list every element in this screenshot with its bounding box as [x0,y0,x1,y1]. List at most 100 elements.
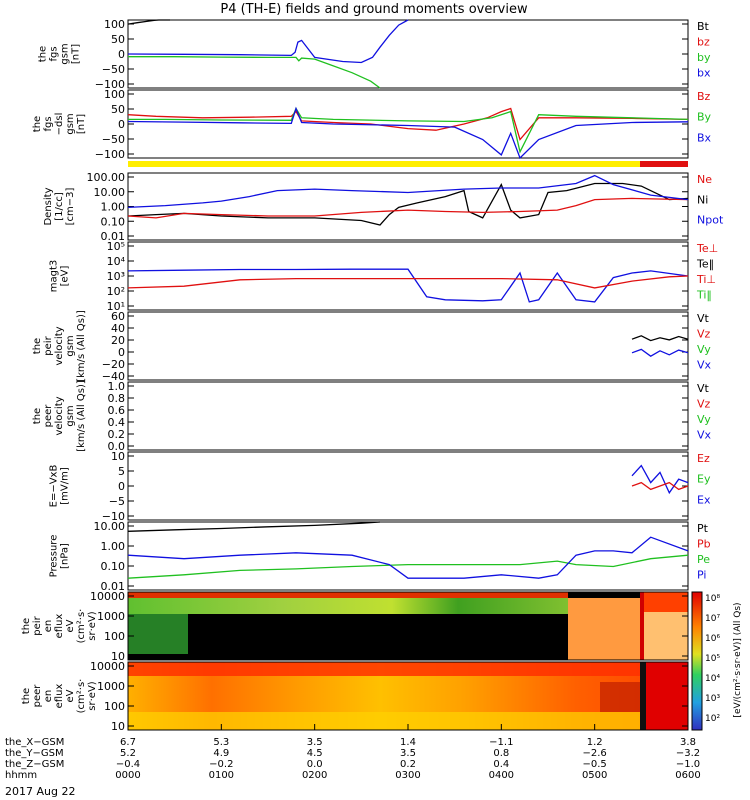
series-line-Bx [127,106,689,160]
y-axis-label: eV [65,689,76,702]
status-bar-yellow [128,161,640,167]
y-tick-label: 100.00 [87,171,126,184]
y-tick-label: 0.10 [101,560,126,573]
x-row-label: hhmm [5,770,37,781]
series-line-Pe [127,554,689,579]
y-axis-label: the [32,116,43,132]
colorbar-tick-label: 10⁴ [705,674,720,684]
series-line-Vx [631,348,689,357]
heatmap-stripe-dark [640,662,646,730]
y-tick-label: 40 [111,322,125,335]
y-axis-label: Density [43,187,54,225]
x-tick-label: 0.8 [493,748,509,759]
x-row-label: the_Y−GSM [5,748,64,759]
x-tick-label: 0300 [395,770,420,781]
y-axis-label: −dsl [54,113,65,136]
x-tick-label: 0000 [115,770,140,781]
y-axis-label: E=−VxB [49,465,60,508]
heatmap-band-left [128,614,188,654]
legend-entry: Vy [697,343,711,356]
series-line-Ne [127,197,689,219]
y-tick-label: −50 [102,63,125,76]
colorbar: 10⁸ 10⁷ 10⁶ 10⁵ 10⁴ 10³ 10² [eV/(cm²·s·sr·eV)] … [691,591,743,731]
y-axis-label: [nPa] [60,543,71,569]
y-tick-label: 10.00 [94,520,126,533]
x-tick-label: 0400 [489,770,514,781]
panel-temperature: 10⁵ 10⁴ 10³ 10² 10¹ magt3 [eV] Te⊥ Te‖ Ti⊥ Ti‖ [49,240,719,313]
x-tick-label: 0.2 [400,759,416,770]
y-axis-label: eflux [54,684,65,709]
legend-entry: Vy [697,413,711,426]
y-tick-label: 10⁴ [107,255,126,268]
y-axis-label: peer [43,404,54,428]
x-tick-label: 5.3 [213,737,229,748]
series-line-Bt [127,19,170,25]
y-tick-label: 10³ [107,270,125,283]
legend-entry: Ti⊥ [696,273,716,286]
y-tick-label: 10² [107,285,125,298]
y-tick-label: 20 [111,334,125,347]
y-tick-label: 100 [104,88,125,101]
y-tick-label: 60 [111,310,125,323]
y-tick-label: 0 [118,346,125,359]
heatmap-block-dark [600,682,640,712]
panel-frame [127,311,689,381]
y-tick-label: 10000 [90,660,125,673]
colorbar-tick-label: 10³ [705,694,720,704]
y-axis-label: [km/s (All Qs)] [76,380,87,452]
panel-peer-spec: 10000 1000 100 10 the peer en eflux eV (cm²·s· sr·… [21,660,689,733]
y-axis-label: (cm²·s· [76,679,87,714]
x-tick-label: 0100 [209,770,234,781]
legend-entry: Vx [697,359,712,372]
y-tick-label: 0.8 [108,392,126,405]
y-tick-label: 1.00 [101,201,126,214]
panel-density: 100.00 10.00 1.000.10 0.01 Density [1/cc] [cm−… [43,171,724,243]
y-tick-label: −10 [102,510,125,523]
y-tick-label: 0.0 [108,440,126,453]
legend-entry: Vx [697,429,712,442]
x-row-label: the_X−GSM [5,737,64,748]
legend-entry: Ey [697,473,711,486]
x-tick-label: −2.6 [583,748,607,759]
y-tick-label: 0.6 [108,404,126,417]
y-axis-label: sr·eV) [87,611,98,640]
colorbar-tick-label: 10⁸ [705,594,720,604]
y-axis-label: fgs [49,46,60,61]
y-axis-label: fgs [43,116,54,131]
y-axis-label: the [32,408,43,424]
y-tick-label: 0 [118,48,125,61]
y-axis-label: Pressure [49,535,60,578]
panel-pressure: 10.00 1.00 0.10 0.01 Pressure [nPa] Pt Pb Pe Pi [49,520,711,593]
x-tick-label: 0500 [582,770,607,781]
y-axis-label: the [32,338,43,354]
y-tick-label: 1.0 [108,380,126,393]
y-axis-label: gsm [65,335,76,356]
panel-velocity-peer: 1.00.80.60.40.20.0 the peer velocity gsm [km/… [32,380,712,453]
y-axis-label: velocity [54,396,65,435]
y-axis-label: gsm [65,405,76,426]
panel-peir-spec: 10000 1000 100 10 the peir en eflux eV (cm²·s· sr·… [21,590,689,663]
x-tick-label: −1.1 [489,737,513,748]
y-tick-label: 10000 [90,590,125,603]
legend-entry: bx [697,67,711,80]
legend-entry: Pe [697,553,710,566]
x-tick-label: 6.7 [120,737,136,748]
colorbar-tick-label: 10⁶ [705,634,720,644]
x-tick-label: −3.2 [676,748,700,759]
y-tick-label: 50 [111,33,125,46]
y-tick-label: 10 [111,650,125,663]
y-tick-label: 100 [104,630,125,643]
panel-frame [127,381,689,451]
y-axis-label: [km/s (All Qs)] [76,310,87,382]
x-tick-label: 0200 [302,770,327,781]
legend-entry: Te⊥ [696,242,718,255]
y-axis-label: eflux [54,614,65,639]
series-line-by [128,56,381,89]
y-tick-label: −40 [102,370,125,383]
panel-fgs: 100 50 0 −50 −100 the fgs gsm [nT] Bt bz by bx [38,18,711,91]
y-tick-label: 10⁵ [107,240,125,253]
series-line-Ti [127,268,689,303]
